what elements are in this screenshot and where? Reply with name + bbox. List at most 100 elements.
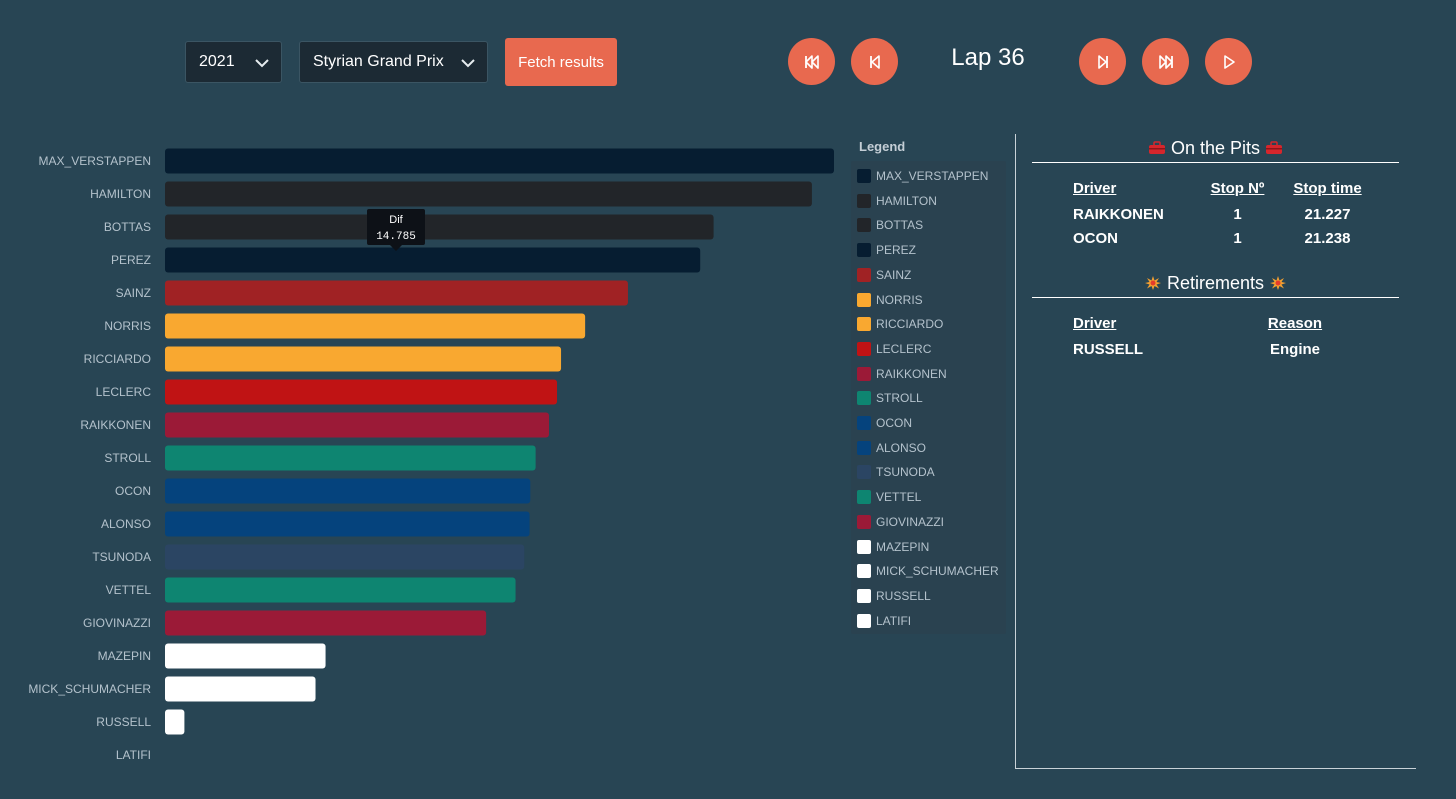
legend-item[interactable]: PEREZ	[857, 242, 916, 258]
play-button[interactable]	[1205, 38, 1252, 85]
legend-label: NORRIS	[876, 292, 923, 307]
toolbox-icon	[1266, 141, 1283, 154]
driver-bar[interactable]	[165, 280, 628, 306]
legend-label: HAMILTON	[876, 193, 937, 208]
driver-bar[interactable]	[165, 346, 562, 372]
driver-tick-label: TSUNODA	[92, 550, 151, 564]
legend-swatch	[857, 588, 871, 603]
driver-bar[interactable]	[165, 313, 586, 339]
legend-swatch	[857, 292, 871, 307]
legend-swatch	[857, 341, 871, 356]
pits-header-driver: Driver	[1073, 180, 1117, 197]
chevron-down-icon	[461, 59, 475, 68]
legend-label: VETTEL	[876, 490, 922, 505]
driver-bar[interactable]	[165, 412, 550, 438]
legend-swatch	[857, 169, 871, 183]
legend-item[interactable]: NORRIS	[857, 292, 923, 308]
legend-item[interactable]: OCON	[857, 415, 912, 431]
pits-table: Driver Stop Nº Stop time RAIKKONEN 1 21.…	[1073, 180, 1376, 251]
pits-stop-cell: 1	[1233, 206, 1242, 223]
retirement-driver-cell: RUSSELL	[1073, 341, 1144, 358]
legend-item[interactable]: MAX_VERSTAPPEN	[857, 168, 988, 184]
driver-bar[interactable]	[165, 577, 516, 603]
step-back-icon	[869, 54, 880, 69]
lap-indicator: Lap 36	[951, 44, 1025, 71]
legend-item[interactable]: LECLERC	[857, 341, 931, 357]
fetch-results-button[interactable]: Fetch results	[505, 38, 617, 86]
driver-tick-label: BOTTAS	[104, 220, 151, 234]
legend-item[interactable]: STROLL	[857, 390, 923, 406]
retirements-header-row: Driver Reason	[1073, 315, 1345, 338]
driver-tick-label: VETTEL	[106, 583, 152, 597]
year-select-value: 2021	[199, 53, 235, 70]
legend-item[interactable]: RUSSELL	[857, 588, 931, 604]
legend-label: SAINZ	[876, 267, 912, 282]
legend-item[interactable]: ALONSO	[857, 440, 926, 456]
legend-swatch	[857, 218, 871, 233]
legend-swatch	[857, 391, 871, 406]
skip-forward-icon	[1158, 54, 1173, 69]
driver-bar[interactable]	[165, 610, 487, 636]
pits-header-stop-number: Stop Nº	[1210, 180, 1265, 197]
play-icon	[1223, 54, 1235, 69]
next-lap-button[interactable]	[1079, 38, 1126, 85]
driver-tick-label: OCON	[115, 484, 151, 498]
chart-tooltip: Dif 14.785	[367, 209, 425, 251]
driver-bar[interactable]	[165, 643, 326, 669]
legend-item[interactable]: SAINZ	[857, 267, 911, 283]
legend-item[interactable]: BOTTAS	[857, 217, 923, 233]
driver-bar[interactable]	[165, 214, 714, 240]
legend-panel: MAX_VERSTAPPEN HAMILTON BOTTAS PEREZ SAINZ NO…	[851, 161, 1006, 634]
legend-swatch	[857, 440, 871, 455]
driver-tick-label: MAX_VERSTAPPEN	[39, 154, 151, 168]
legend-item[interactable]: HAMILTON	[857, 193, 937, 209]
driver-bar[interactable]	[165, 676, 316, 702]
pits-time-cell: 21.238	[1304, 230, 1351, 247]
legend-item[interactable]: RICCIARDO	[857, 316, 943, 332]
legend-item[interactable]: GIOVINAZZI	[857, 514, 944, 530]
legend-label: MAZEPIN	[876, 539, 930, 554]
race-select-value: Styrian Grand Prix	[313, 53, 444, 70]
legend-label: GIOVINAZZI	[876, 514, 945, 529]
collision-icon	[1144, 276, 1161, 290]
driver-bar[interactable]	[165, 478, 531, 504]
tooltip-title: Dif	[389, 214, 403, 226]
legend-label: RICCIARDO	[876, 317, 944, 332]
legend-item[interactable]: LATIFI	[857, 613, 911, 629]
retirements-table: Driver Reason RUSSELL Engine	[1073, 315, 1345, 362]
pits-header-stop-time: Stop time	[1293, 180, 1362, 197]
last-lap-button[interactable]	[1142, 38, 1189, 85]
legend-item[interactable]: MAZEPIN	[857, 539, 929, 555]
previous-lap-button[interactable]	[851, 38, 898, 85]
driver-tick-label: RAIKKONEN	[80, 418, 151, 432]
driver-bar[interactable]	[165, 709, 185, 735]
driver-bar[interactable]	[165, 379, 558, 405]
legend-item[interactable]: VETTEL	[857, 489, 921, 505]
driver-bar[interactable]	[165, 511, 530, 537]
pits-header-row: Driver Stop Nº Stop time	[1073, 180, 1376, 203]
driver-bar[interactable]	[165, 445, 536, 471]
driver-bar[interactable]	[165, 148, 834, 174]
legend-label: TSUNODA	[876, 465, 935, 480]
legend-label: MAX_VERSTAPPEN	[876, 169, 989, 183]
driver-bar[interactable]	[165, 544, 525, 570]
year-select[interactable]: 2021	[185, 41, 282, 83]
race-select[interactable]: Styrian Grand Prix	[299, 41, 488, 83]
driver-bar[interactable]	[165, 181, 812, 207]
legend-label: BOTTAS	[876, 218, 924, 233]
pits-title: On the Pits	[1170, 138, 1261, 158]
driver-tick-label: STROLL	[104, 451, 151, 465]
legend-item[interactable]: MICK_SCHUMACHER	[857, 563, 999, 579]
legend-swatch	[857, 613, 871, 628]
collision-icon	[1270, 276, 1287, 290]
legend-swatch	[857, 366, 871, 381]
legend-item[interactable]: RAIKKONEN	[857, 366, 947, 382]
legend-label: RAIKKONEN	[876, 366, 947, 381]
first-lap-button[interactable]	[788, 38, 835, 85]
retirements-title: Retirements	[1166, 273, 1265, 293]
legend-item[interactable]: TSUNODA	[857, 464, 935, 480]
bars-group: MAX_VERSTAPPEN HAMILTON BOTTAS PEREZ SAINZ NO…	[28, 148, 834, 762]
chevron-down-icon	[255, 59, 269, 68]
driver-bar[interactable]	[165, 247, 701, 273]
legend-swatch	[857, 193, 871, 208]
